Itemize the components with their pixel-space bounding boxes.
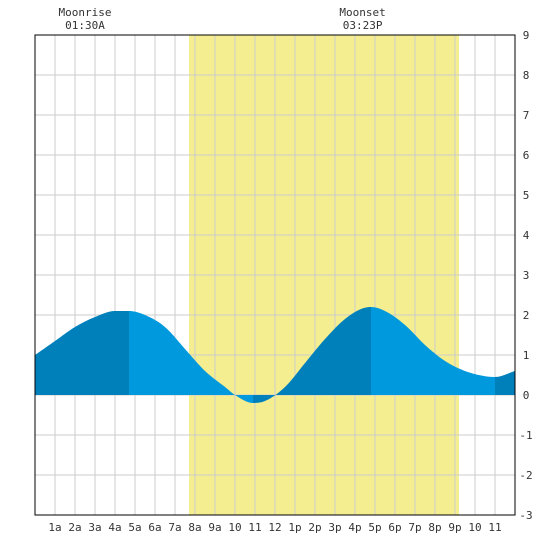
x-tick-label: 9p [448,521,461,534]
tide-rising-segment [35,311,129,395]
grid-layer [35,35,515,515]
x-tick-label: 4p [348,521,361,534]
x-tick-labels: 1a 2a 3a 4a 5a 6a 7a 8a 9a 10 11 12 1p 2p 3p 4p 5p 6p 7p 8p… [48,521,501,534]
y-tick-label: -2 [519,469,532,482]
y-tick-label: 7 [523,109,530,122]
tide-falling-segment [371,307,495,395]
y-tick-label: 9 [523,29,530,42]
tide-rising-segment [253,307,371,403]
x-tick-label: 3a [88,521,101,534]
x-tick-label: 7a [168,521,181,534]
y-tick-label: 5 [523,189,530,202]
tide-rising-segment [495,371,515,395]
x-tick-label: 6p [388,521,401,534]
tide-area-layer [35,307,515,403]
x-tick-label: 10 [468,521,481,534]
x-tick-label: 1p [288,521,301,534]
x-tick-label: 5p [368,521,381,534]
moonset-time: 03:23P [343,19,383,32]
x-tick-label: 7p [408,521,421,534]
moonset-label: Moonset [339,6,385,19]
x-tick-label: 10 [228,521,241,534]
moon-labels: Moonrise 01:30A Moonset 03:23P [59,6,386,32]
y-tick-label: -1 [519,429,532,442]
x-tick-label: 1a [48,521,61,534]
y-tick-label: 1 [523,349,530,362]
x-tick-label: 8a [188,521,201,534]
x-tick-label: 11 [248,521,261,534]
y-tick-label: 3 [523,269,530,282]
x-tick-label: 6a [148,521,161,534]
y-tick-label: 4 [523,229,530,242]
moonrise-time: 01:30A [65,19,105,32]
x-tick-label: 2p [308,521,321,534]
x-tick-label: 5a [128,521,141,534]
x-tick-label: 9a [208,521,221,534]
y-tick-labels: -3 -2 -1 0 1 2 3 4 5 6 7 8 9 [519,29,532,522]
y-tick-label: 0 [523,389,530,402]
y-tick-label: 6 [523,149,530,162]
moonrise-label: Moonrise [59,6,112,19]
y-tick-label: -3 [519,509,532,522]
x-tick-label: 4a [108,521,121,534]
x-tick-label: 8p [428,521,441,534]
y-tick-label: 8 [523,69,530,82]
tide-falling-segment [129,311,253,403]
y-tick-label: 2 [523,309,530,322]
x-tick-label: 3p [328,521,341,534]
x-tick-label: 11 [488,521,501,534]
x-tick-label: 2a [68,521,81,534]
x-tick-label: 12 [268,521,281,534]
plot-border [34,34,516,516]
